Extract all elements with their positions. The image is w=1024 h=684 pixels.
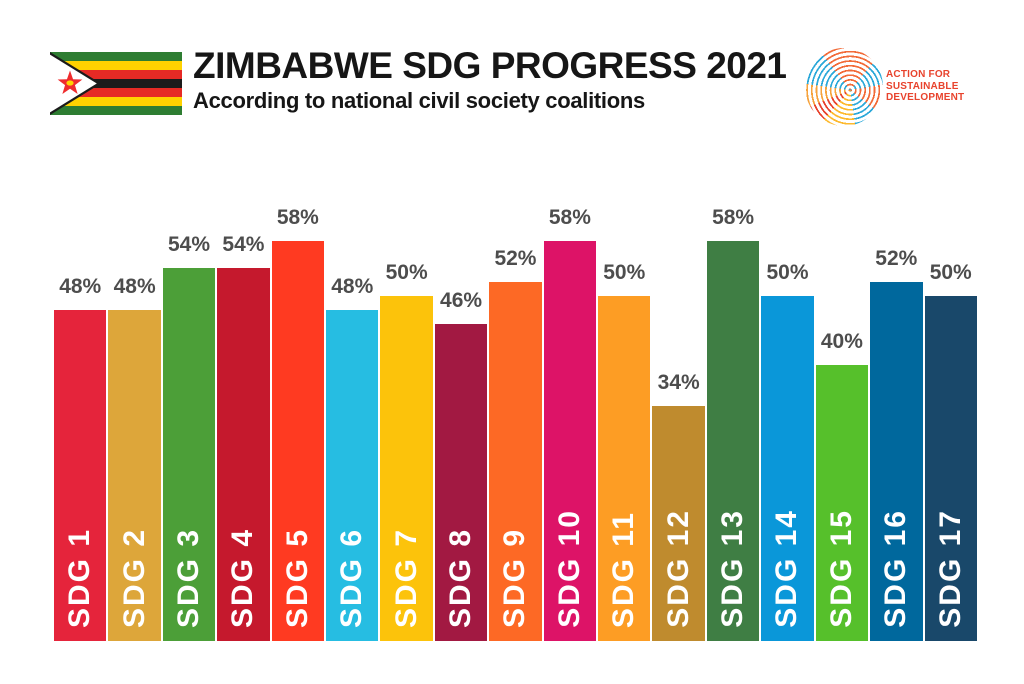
bar-category-label-wrap: SDG 1 — [54, 528, 106, 628]
bar-category-label: SDG 4 — [226, 527, 260, 628]
bar-sdg-7: 50% SDG 7 — [380, 261, 433, 641]
bar-category-label-wrap: SDG 4 — [217, 528, 269, 628]
bar-sdg-13: 58% SDG 13 — [706, 206, 760, 641]
bar-sdg-12: 34% SDG 12 — [652, 371, 705, 641]
bar-category-label: SDG 11 — [607, 510, 641, 628]
bar-category-label-wrap: SDG 2 — [108, 528, 160, 628]
bar-category-label: SDG 9 — [498, 527, 532, 628]
bar-value-label: 50% — [385, 261, 428, 284]
bar-category-label-wrap: SDG 11 — [598, 511, 650, 628]
bar-category-label: SDG 14 — [770, 509, 804, 628]
asd-logo-line2: DEVELOPMENT — [886, 92, 965, 103]
bar-category-label-wrap: SDG 13 — [707, 509, 759, 628]
fingerprint-globe-icon — [805, 48, 883, 126]
bar-category-label-wrap: SDG 3 — [163, 528, 215, 628]
bar-category-label: SDG 5 — [280, 527, 314, 628]
bar-category-label: SDG 7 — [389, 527, 423, 628]
asd-logo-text: ACTION FOR SUSTAINABLE DEVELOPMENT — [886, 69, 1004, 104]
bar-value-label: 52% — [875, 247, 918, 271]
bar-category-label-wrap: SDG 15 — [816, 509, 868, 628]
bar-value-label: 48% — [59, 274, 102, 298]
bar-value-label: 54% — [168, 233, 211, 257]
bar-sdg-9: 52% SDG 9 — [489, 247, 542, 641]
bar-category-label: SDG 8 — [444, 527, 478, 628]
bar-category-label-wrap: SDG 12 — [652, 509, 704, 628]
bar-category-label: SDG 10 — [552, 509, 586, 628]
bar-value-label: 52% — [494, 247, 537, 271]
bar-value-label: 50% — [603, 261, 646, 284]
bar-sdg-14: 50% SDG 14 — [761, 261, 814, 641]
zimbabwe-flag-svg — [50, 52, 182, 115]
bar-sdg-15: 40% SDG 15 — [815, 330, 869, 641]
zimbabwe-flag-icon — [50, 52, 182, 115]
bar-category-label-wrap: SDG 14 — [761, 509, 813, 628]
bar-sdg-11: 50% SDG 11 — [598, 261, 651, 641]
bar-value-label: 58% — [712, 205, 755, 229]
bar-category-label-wrap: SDG 10 — [544, 509, 596, 628]
bar-category-label: SDG 12 — [661, 509, 695, 628]
bar-category-label-wrap: SDG 9 — [489, 528, 541, 628]
bar-sdg-4: 54% SDG 4 — [217, 233, 270, 641]
bar-category-label: SDG 1 — [63, 527, 97, 628]
bar-category-label-wrap: SDG 16 — [870, 509, 922, 628]
bar-category-label: SDG 6 — [335, 527, 369, 628]
bar-category-label-wrap: SDG 5 — [272, 528, 324, 628]
bar-value-label: 50% — [766, 261, 809, 284]
bar-value-label: 46% — [440, 288, 483, 312]
bar-value-label: 48% — [113, 274, 156, 298]
bar-category-label: SDG 3 — [172, 527, 206, 628]
asd-logo-line1: ACTION FOR SUSTAINABLE — [886, 69, 959, 92]
bar-category-label-wrap: SDG 8 — [435, 528, 487, 628]
bar-sdg-1: 48% SDG 1 — [54, 275, 107, 641]
bar-chart: 48% SDG 1 48% SDG 2 54% SDG 3 54% SDG 4 58% SDG 5… — [54, 206, 977, 641]
bar-sdg-5: 58% SDG 5 — [271, 206, 325, 641]
bar-value-label: 58% — [276, 205, 319, 229]
bar-value-label: 34% — [657, 371, 700, 395]
bar-value-label: 58% — [548, 205, 591, 229]
bar-sdg-8: 46% SDG 8 — [434, 289, 488, 641]
header: ZIMBABWE SDG PROGRESS 2021 According to … — [193, 44, 787, 114]
bar-sdg-3: 54% SDG 3 — [162, 233, 216, 641]
bar-sdg-6: 48% SDG 6 — [326, 275, 379, 641]
bar-sdg-17: 50% SDG 17 — [924, 261, 977, 641]
bar-sdg-10: 58% SDG 10 — [543, 206, 597, 641]
bar-category-label: SDG 16 — [879, 509, 913, 628]
bar-category-label: SDG 17 — [933, 509, 967, 628]
page-subtitle: According to national civil society coal… — [193, 88, 645, 113]
bar-category-label-wrap: SDG 17 — [925, 509, 977, 628]
bar-value-label: 40% — [820, 330, 863, 353]
bar-value-label: 50% — [929, 261, 972, 284]
bar-sdg-16: 52% SDG 16 — [870, 247, 923, 641]
bar-value-label: 48% — [331, 274, 374, 298]
bar-category-label-wrap: SDG 6 — [326, 528, 378, 628]
bar-value-label: 54% — [222, 233, 265, 257]
bar-category-label: SDG 2 — [117, 527, 151, 628]
asd-logo: ACTION FOR SUSTAINABLE DEVELOPMENT — [805, 48, 1005, 128]
bar-category-label: SDG 15 — [824, 509, 858, 628]
bar-category-label: SDG 13 — [716, 509, 750, 628]
page-title: ZIMBABWE SDG PROGRESS 2021 — [193, 45, 787, 86]
bar-category-label-wrap: SDG 7 — [380, 528, 432, 628]
bar-sdg-2: 48% SDG 2 — [108, 275, 161, 641]
